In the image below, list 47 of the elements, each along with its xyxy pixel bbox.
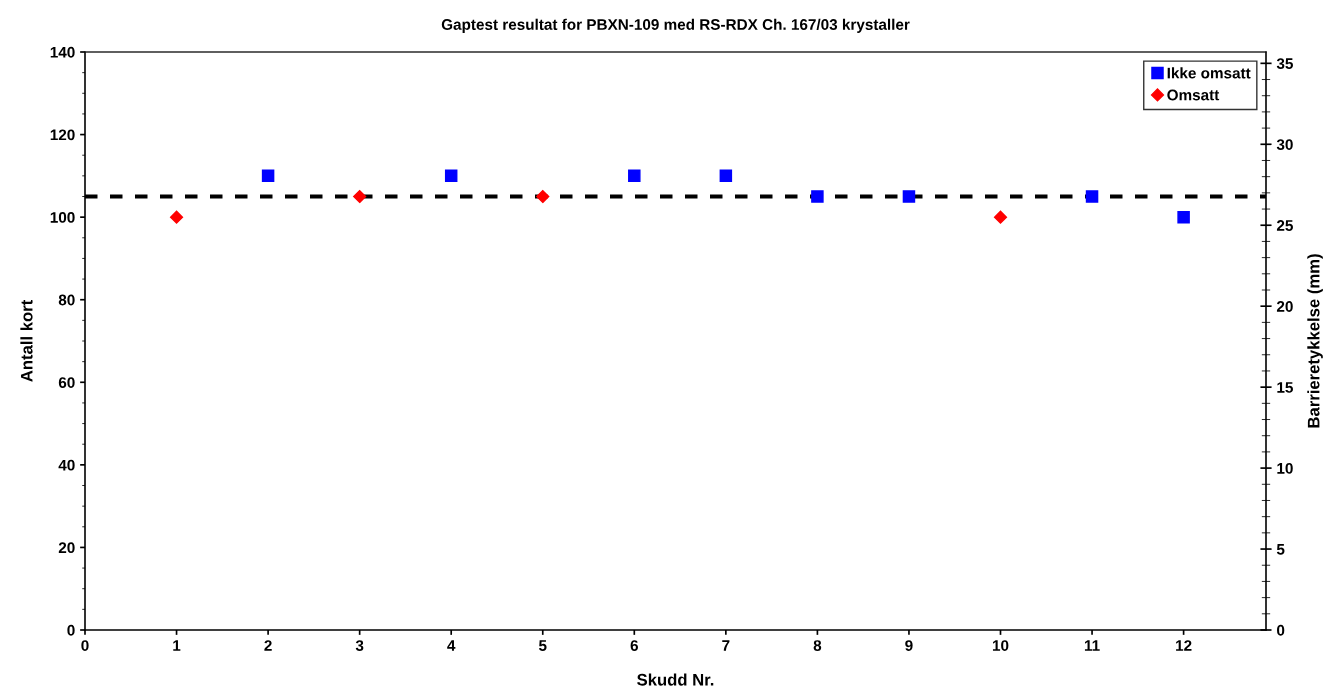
x-tick-label: 0 [81,640,89,651]
x-tick-label: 7 [722,640,730,651]
x-tick-label: 10 [992,640,1009,651]
y-tick-label: 20 [58,542,75,554]
y-tick-label: 40 [58,459,75,471]
y2-tick-label: 5 [1276,544,1285,555]
chart-title: Gaptest resultat for PBXN-109 med RS-RDX Ch. 167/03 krystaller [441,18,910,33]
point [169,210,184,224]
y2-tick-label: 30 [1276,139,1293,150]
x-axis-title: Skudd Nr. [637,673,714,686]
x-tick-label: 1 [173,640,181,651]
point [1085,190,1099,203]
point [1177,210,1190,224]
point [811,190,824,203]
x-tick-label: 4 [447,640,456,651]
x-tick-label: 8 [813,640,822,651]
x-tick-label: 9 [905,640,913,651]
y2-axis-title: Barrieretykkelse (mm) [1307,254,1323,428]
y-axis-title: Antall kort [20,299,33,382]
y2-tick-label: 25 [1276,220,1293,231]
y-tick-label: 80 [58,294,75,306]
y-tick-label: 140 [50,46,75,58]
point [628,169,641,183]
y-tick-label: 60 [58,377,75,388]
y-tick-label: 120 [50,129,75,141]
point [444,169,458,183]
legend-label: Ikke omsatt [1167,67,1251,79]
point [353,189,367,204]
point [536,189,550,204]
x-tick-label: 6 [630,640,638,651]
point [902,190,916,203]
y2-tick-label: 15 [1277,382,1293,393]
legend-label: Omsatt [1167,89,1220,101]
y2-tick-label: 0 [1277,624,1285,636]
x-tick-label: 11 [1084,640,1100,651]
y-tick-label: 0 [67,624,75,636]
x-tick-label: 3 [355,640,364,651]
y2-tick-label: 10 [1277,462,1293,474]
x-tick-label: 2 [264,640,272,651]
y2-tick-label: 20 [1276,301,1293,312]
point [993,210,1008,224]
x-tick-label: 12 [1176,640,1192,651]
y-tick-label: 100 [50,212,75,223]
point [719,169,733,183]
point [261,169,275,183]
y2-tick-label: 35 [1276,58,1293,70]
x-tick-label: 5 [538,640,547,651]
